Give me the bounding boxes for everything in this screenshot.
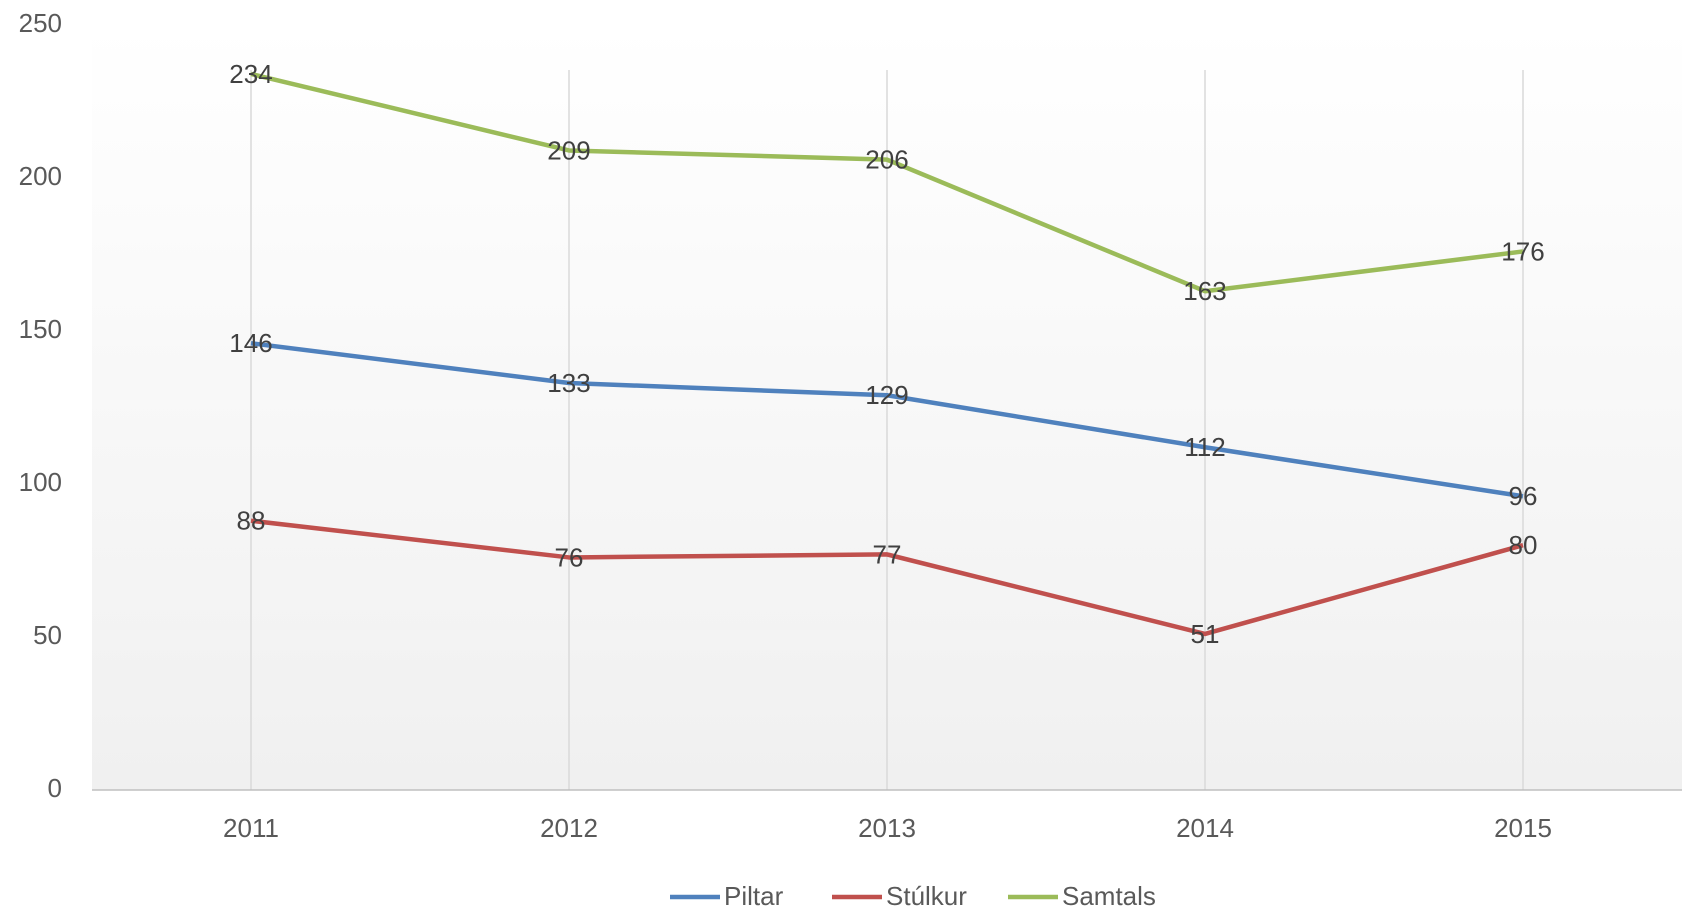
data-label: 96 — [1509, 481, 1538, 511]
y-tick-label: 150 — [19, 314, 62, 344]
x-tick-label: 2012 — [540, 813, 598, 843]
y-tick-label: 200 — [19, 161, 62, 191]
y-tick-label: 50 — [33, 620, 62, 650]
series-line — [250, 518, 1524, 637]
series-line — [250, 71, 1524, 294]
series-line — [250, 341, 1524, 499]
data-label: 80 — [1509, 530, 1538, 560]
data-label: 77 — [873, 539, 902, 569]
data-label: 176 — [1501, 236, 1544, 266]
data-label: 234 — [229, 59, 272, 89]
data-label: 129 — [865, 380, 908, 410]
data-label: 209 — [547, 135, 590, 165]
legend-label: Stúlkur — [886, 881, 967, 911]
x-tick-label: 2014 — [1176, 813, 1234, 843]
y-tick-label: 250 — [19, 8, 62, 38]
data-label: 76 — [555, 542, 584, 572]
data-label: 112 — [1184, 432, 1225, 462]
x-tick-label: 2015 — [1494, 813, 1552, 843]
legend-label: Samtals — [1062, 881, 1156, 911]
y-tick-label: 0 — [48, 773, 62, 803]
data-label: 51 — [1191, 619, 1220, 649]
legend-label: Piltar — [724, 881, 784, 911]
data-label: 206 — [865, 145, 908, 175]
x-tick-label: 2013 — [858, 813, 916, 843]
y-tick-label: 100 — [19, 467, 62, 497]
data-label: 88 — [237, 506, 266, 536]
data-label: 163 — [1183, 276, 1226, 306]
data-label: 133 — [547, 368, 590, 398]
data-label: 146 — [229, 328, 272, 358]
x-tick-label: 2011 — [223, 813, 279, 843]
